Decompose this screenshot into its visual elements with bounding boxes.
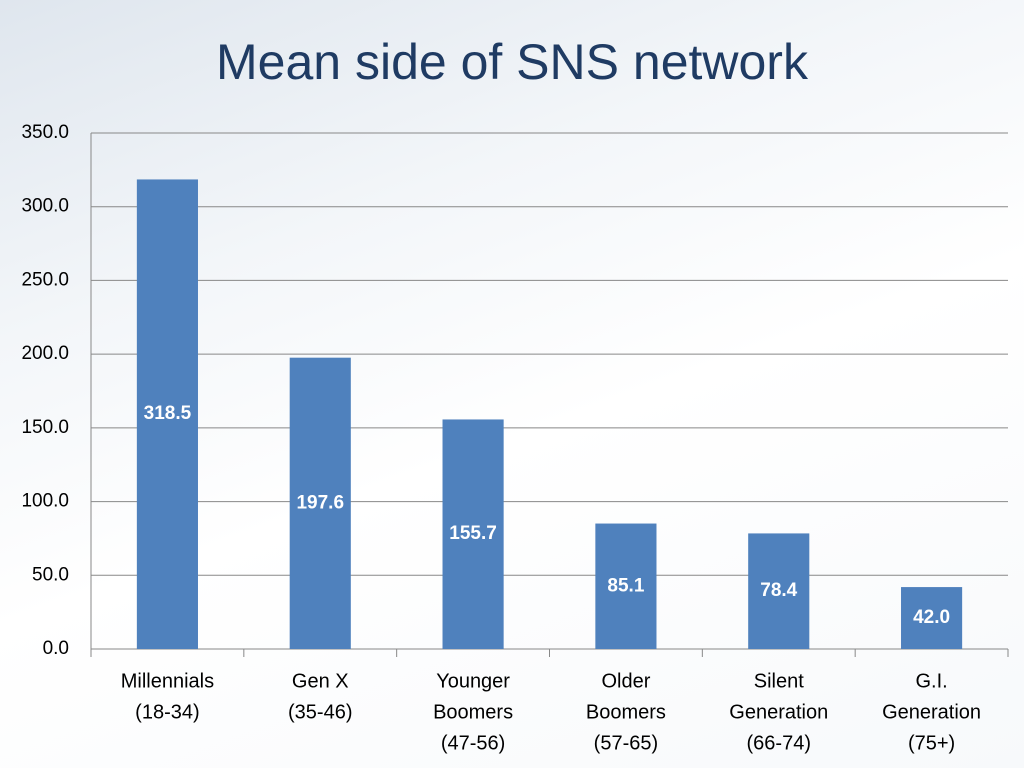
y-tick-label: 300.0 bbox=[21, 196, 69, 217]
x-tick-label: Boomers bbox=[586, 701, 666, 723]
bar bbox=[442, 419, 504, 649]
x-tick-label: (47-56) bbox=[441, 732, 505, 754]
bar bbox=[289, 357, 351, 649]
x-tick-label: Silent bbox=[754, 670, 804, 692]
x-tick-label: Millennials bbox=[121, 670, 214, 692]
value-label: 78.4 bbox=[760, 580, 797, 601]
x-tick-label: (35-46) bbox=[288, 701, 352, 723]
x-tick-label: (18-34) bbox=[135, 701, 199, 723]
y-tick-label: 250.0 bbox=[21, 269, 69, 290]
x-tick-label: (57-65) bbox=[594, 732, 658, 754]
value-label: 155.7 bbox=[449, 523, 497, 544]
bar bbox=[901, 587, 963, 649]
x-tick-label: Generation bbox=[882, 701, 981, 723]
x-tick-label: Generation bbox=[729, 701, 828, 723]
bar bbox=[595, 523, 657, 649]
value-label: 197.6 bbox=[296, 492, 344, 513]
x-tick-label: (75+) bbox=[908, 732, 955, 754]
value-label: 85.1 bbox=[607, 575, 644, 596]
x-tick-label: Gen X bbox=[292, 670, 349, 692]
y-tick-label: 350.0 bbox=[21, 122, 69, 143]
x-tick-label: G.I. bbox=[915, 670, 947, 692]
y-tick-label: 0.0 bbox=[43, 638, 69, 659]
bar bbox=[136, 179, 198, 649]
x-tick-label: (66-74) bbox=[747, 732, 811, 754]
y-tick-label: 100.0 bbox=[21, 491, 69, 512]
x-tick-label: Boomers bbox=[433, 701, 513, 723]
chart-title: Mean side of SNS network bbox=[216, 34, 809, 90]
y-tick-label: 50.0 bbox=[32, 564, 69, 585]
x-tick-label: Older bbox=[601, 670, 650, 692]
y-tick-label: 200.0 bbox=[21, 343, 69, 364]
y-tick-label: 150.0 bbox=[21, 417, 69, 438]
bar bbox=[748, 533, 810, 649]
x-tick-label: Younger bbox=[436, 670, 510, 692]
value-label: 318.5 bbox=[144, 403, 192, 424]
value-label: 42.0 bbox=[913, 607, 950, 628]
